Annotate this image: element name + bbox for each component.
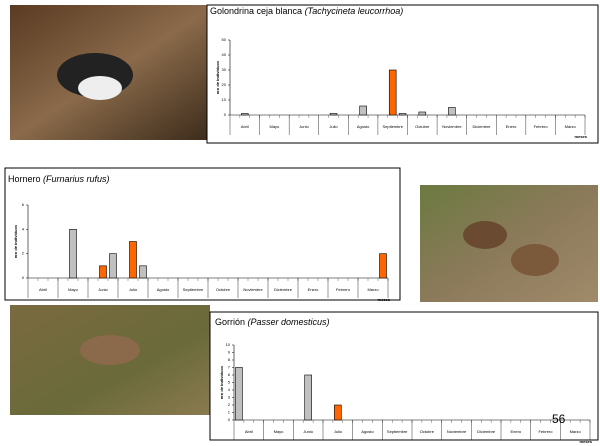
group-label: Septiembre (387, 429, 408, 434)
group-label: Octubre (415, 124, 430, 129)
bar (419, 112, 426, 115)
chart-title: Golondrina ceja blanca (Tachycineta leuc… (210, 6, 403, 16)
group-label: Febrero (538, 429, 553, 434)
group-label: Enero (506, 124, 517, 129)
photo (420, 185, 598, 302)
group-label: Octubre (420, 429, 435, 434)
bird (463, 221, 507, 249)
bird (80, 335, 140, 365)
group-label: Marzo (367, 287, 379, 292)
title-text: Hornero (8, 174, 43, 184)
bar (100, 266, 107, 278)
bar (389, 70, 396, 115)
group-label: Febrero (534, 124, 549, 129)
bar (110, 254, 117, 278)
group-label: Mayo (68, 287, 79, 292)
bird (511, 244, 559, 276)
bird (78, 76, 122, 100)
bar (380, 254, 387, 278)
group-label: Marzo (565, 124, 577, 129)
title-italic: (Furnarius rufus) (43, 174, 110, 184)
group-label: Octubre (216, 287, 231, 292)
y-tick-label: 50 (222, 37, 227, 42)
page-number: 56 (552, 412, 566, 426)
chart-frame (210, 312, 598, 440)
x-axis-label: meses (378, 297, 391, 302)
y-tick-label: 30 (222, 67, 227, 72)
bar (140, 266, 147, 278)
title-text: Golondrina ceja blanca (210, 6, 305, 16)
x-axis-label: meses (580, 439, 593, 444)
y-axis-label: nro de individuos (219, 365, 224, 399)
group-label: Enero (308, 287, 319, 292)
x-axis-label: meses (575, 134, 588, 139)
group-label: Mayo (269, 124, 280, 129)
y-tick-label: 10 (226, 342, 231, 347)
bar (305, 375, 312, 420)
group-label: Agosto (157, 287, 170, 292)
group-label: Noviembre (442, 124, 462, 129)
title-text: Gorrión (215, 317, 248, 327)
group-label: Noviembre (243, 287, 263, 292)
group-label: Marzo (570, 429, 582, 434)
chart-frame (5, 168, 400, 300)
group-label: Diciembre (274, 287, 293, 292)
group-label: Mayo (274, 429, 285, 434)
title-italic: (Tachycineta leucorrhoa) (305, 6, 404, 16)
group-label: Abril (245, 429, 253, 434)
group-label: Junio (299, 124, 309, 129)
chart-title: Gorrión (Passer domesticus) (215, 317, 330, 327)
bar (399, 114, 406, 116)
group-label: Julio (129, 287, 138, 292)
bar (241, 114, 248, 116)
chart-title: Hornero (Furnarius rufus) (8, 174, 110, 184)
group-label: Septiembre (382, 124, 403, 129)
group-label: Junio (303, 429, 313, 434)
y-axis-label: nro de individuos (215, 60, 220, 94)
bar (334, 405, 341, 420)
group-label: Julio (329, 124, 338, 129)
bar (360, 106, 367, 115)
bar (330, 114, 337, 116)
group-label: Septiembre (183, 287, 204, 292)
group-label: Abril (39, 287, 47, 292)
group-label: Diciembre (472, 124, 491, 129)
bar (235, 368, 242, 421)
group-label: Enero (510, 429, 521, 434)
y-tick-label: 40 (222, 52, 227, 57)
bar (70, 229, 77, 278)
group-label: Junio (98, 287, 108, 292)
title-italic: (Passer domesticus) (248, 317, 330, 327)
group-label: Febrero (336, 287, 351, 292)
group-label: Diciembre (477, 429, 496, 434)
bar (448, 108, 455, 116)
y-tick-label: 20 (222, 82, 227, 87)
y-axis-label: nro de individuos (13, 224, 18, 258)
group-label: Julio (334, 429, 343, 434)
y-tick-label: 10 (222, 97, 227, 102)
group-label: Agosto (357, 124, 370, 129)
group-label: Abril (241, 124, 249, 129)
group-label: Noviembre (447, 429, 467, 434)
chart-frame (207, 5, 598, 143)
slide: Golondrina ceja blanca (Tachycineta leuc… (0, 0, 600, 446)
group-label: Agosto (361, 429, 374, 434)
bar (130, 242, 137, 279)
